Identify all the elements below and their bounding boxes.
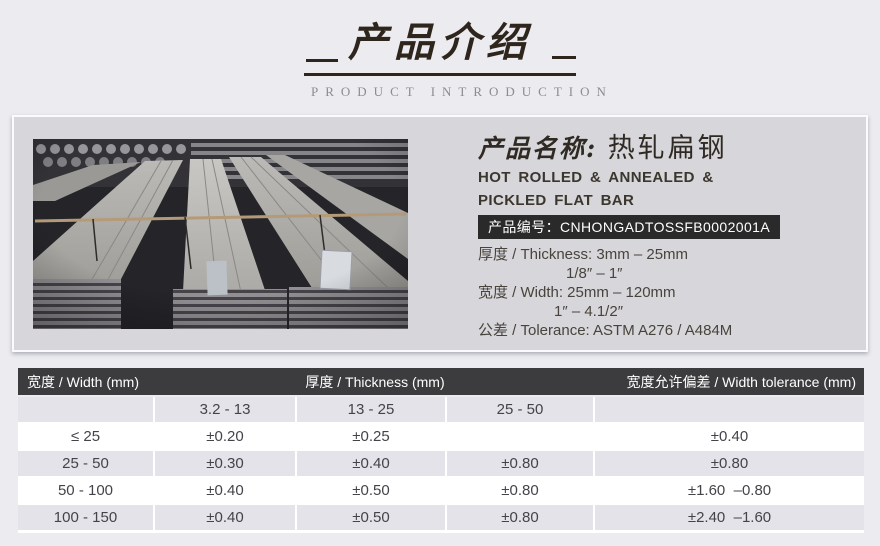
table-cell: 13 - 25 xyxy=(297,397,445,422)
product-code-badge: 产品编号：CNHONGADTOSSFB0002001A xyxy=(478,215,781,239)
table-cell: ±0.40 xyxy=(595,424,864,449)
product-specs: 厚度 / Thickness: 3mm – 25mm 1/8″ – 1″ 宽度 … xyxy=(478,245,864,340)
table-cell: ±0.30 xyxy=(155,451,295,476)
product-code-label: 产品编号： xyxy=(488,219,560,235)
table-cell: ±0.25 xyxy=(297,424,445,449)
table-cell: ±0.20 xyxy=(155,424,295,449)
product-name-row: 产品名称: 热轧扁钢 xyxy=(478,131,864,167)
spec-width-inches: 1″ – 4.1/2″ xyxy=(554,303,624,320)
title-underline xyxy=(304,73,576,76)
table-cell: ±0.80 xyxy=(447,451,593,476)
table-cell: ≤ 25 xyxy=(18,424,153,449)
table-cell: ±0.50 xyxy=(297,505,445,530)
table-cell: ±1.60 –0.80 xyxy=(595,478,864,503)
product-code-value: CNHONGADTOSSFB0002001A xyxy=(560,219,771,235)
table-cell xyxy=(18,397,153,422)
product-info: 产品名称: 热轧扁钢 HOT ROLLED & ANNEALED & PICKL… xyxy=(478,131,864,340)
steel-bars-illustration xyxy=(33,139,408,329)
table-cell: ±0.40 xyxy=(155,505,295,530)
table-row: 100 - 150 ±0.40 ±0.50 ±0.80 ±2.40 –1.60 xyxy=(18,505,864,530)
spec-width: 宽度 / Width: 25mm – 120mm xyxy=(478,284,676,301)
table-cell: ±0.40 xyxy=(155,478,295,503)
title-decoration: PRODUCT INTRODUCTION xyxy=(304,0,613,104)
spec-thickness-inches: 1/8″ – 1″ xyxy=(566,265,623,282)
page-title: 产品介绍 xyxy=(348,19,532,66)
table-cell: 25 - 50 xyxy=(18,451,153,476)
product-name-label: 产品名称: xyxy=(478,134,598,163)
table-cell xyxy=(595,397,864,422)
tolerance-table: 宽度 / Width (mm) 厚度 / Thickness (mm) 宽度允许… xyxy=(18,368,864,533)
spec-tolerance: 公差 / Tolerance: ASTM A276 / A484M xyxy=(478,322,733,339)
product-name-en-line1: HOT ROLLED & ANNEALED & xyxy=(478,169,714,186)
table-header-thickness: 厚度 / Thickness (mm) xyxy=(305,373,445,390)
product-name: 热轧扁钢 xyxy=(607,133,728,163)
table-cell: ±0.80 xyxy=(595,451,864,476)
table-header-width: 宽度 / Width (mm) xyxy=(27,373,139,390)
title-dash-right xyxy=(552,56,576,59)
table-cell: 25 - 50 xyxy=(447,397,593,422)
table-cell: ±0.50 xyxy=(297,478,445,503)
product-photo xyxy=(33,139,408,329)
table-cell: ±0.80 xyxy=(447,505,593,530)
spec-thickness: 厚度 / Thickness: 3mm – 25mm xyxy=(478,246,689,263)
table-cell: ±2.40 –1.60 xyxy=(595,505,864,530)
table-row: 25 - 50 ±0.30 ±0.40 ±0.80 ±0.80 xyxy=(18,451,864,476)
table-row: 50 - 100 ±0.40 ±0.50 ±0.80 ±1.60 –0.80 xyxy=(18,478,864,503)
table-cell: ±0.40 xyxy=(297,451,445,476)
table-cell: 50 - 100 xyxy=(18,478,153,503)
title-dash-left xyxy=(306,59,338,62)
table-cell: 100 - 150 xyxy=(18,505,153,530)
table-header-row: 宽度 / Width (mm) 厚度 / Thickness (mm) 宽度允许… xyxy=(18,368,864,395)
table-cell: 3.2 - 13 xyxy=(155,397,295,422)
page-subtitle: PRODUCT INTRODUCTION xyxy=(311,84,613,99)
table-header-tolerance: 宽度允许偏差 / Width tolerance (mm) xyxy=(626,373,856,390)
product-card: 产品名称: 热轧扁钢 HOT ROLLED & ANNEALED & PICKL… xyxy=(12,115,868,352)
thickness-range-row: 3.2 - 13 13 - 25 25 - 50 xyxy=(18,397,864,422)
table-cell: ±0.80 xyxy=(447,478,593,503)
table-cell xyxy=(447,424,593,449)
table-body: 3.2 - 13 13 - 25 25 - 50 ≤ 25 ±0.20 ±0.2… xyxy=(18,397,864,533)
product-name-en-line2: PICKLED FLAT BAR xyxy=(478,192,635,209)
table-row: ≤ 25 ±0.20 ±0.25 ±0.40 xyxy=(18,424,864,449)
